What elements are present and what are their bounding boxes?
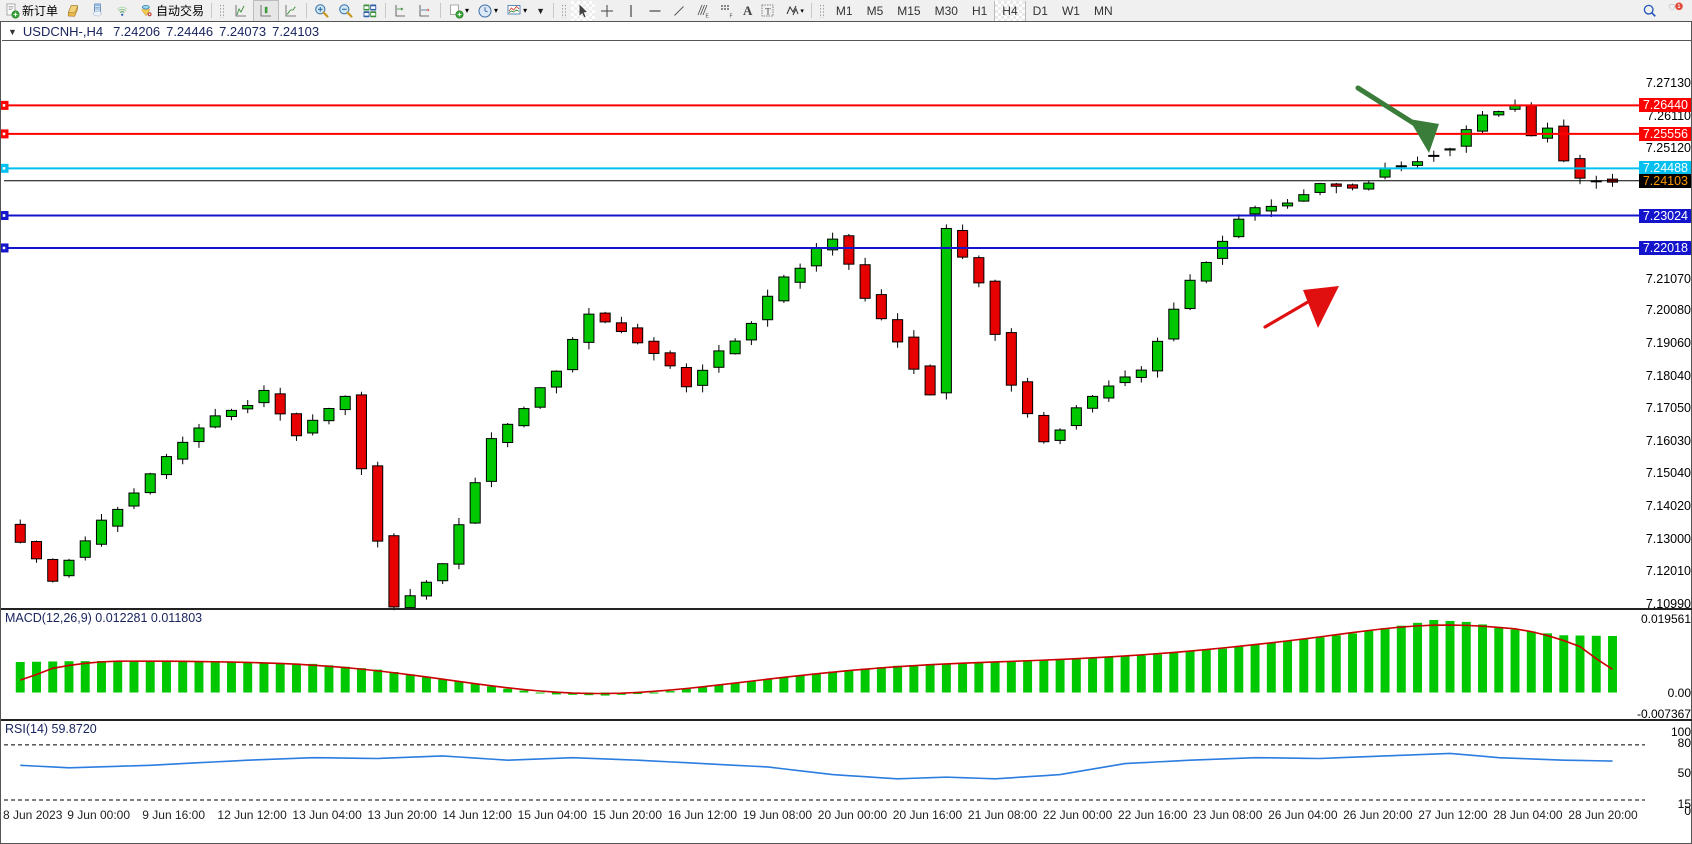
svg-text:E: E xyxy=(706,13,710,19)
svg-text:1: 1 xyxy=(1678,4,1681,10)
svg-text:F: F xyxy=(730,13,733,19)
svg-text:T: T xyxy=(766,6,772,16)
